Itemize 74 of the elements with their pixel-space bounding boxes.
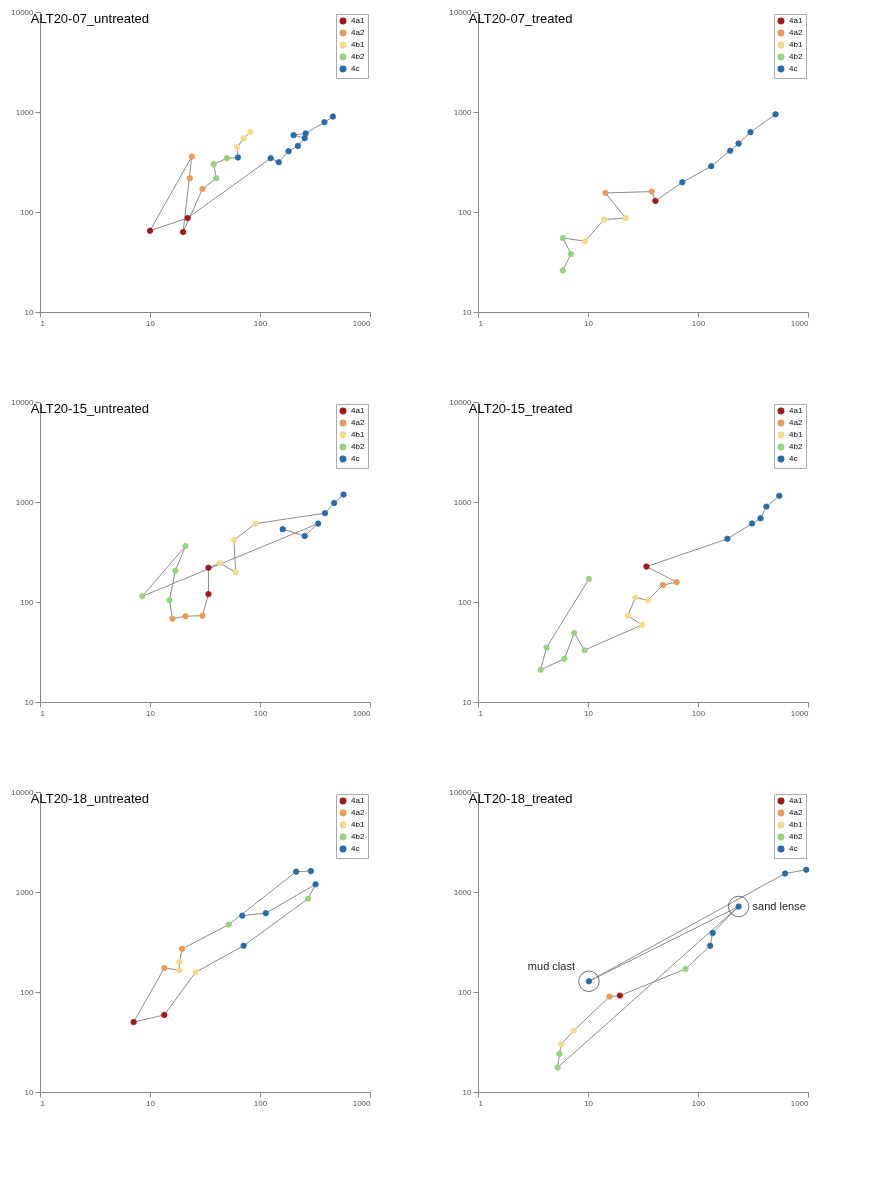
x-tick-label: 1 [478, 1098, 484, 1108]
x-tick-label: 1 [40, 1098, 46, 1108]
legend-label: 4b1 [789, 820, 803, 829]
legend-label: 4b1 [351, 820, 365, 829]
y-tick-label: 1000 [453, 107, 473, 117]
y-tick-label: 100 [458, 987, 473, 997]
x-tick-label: 10 [584, 318, 594, 328]
y-tick-label: 1000 [15, 107, 35, 117]
legend-label: 4b1 [351, 40, 365, 49]
x-tick-label: 10 [146, 1098, 156, 1108]
annotation: sand lense [752, 899, 806, 912]
y-tick-label: 10 [462, 697, 473, 707]
x-tick-label: 10 [146, 708, 156, 718]
legend-label: 4a2 [789, 418, 803, 427]
legend-label: 4b1 [789, 430, 803, 439]
y-tick-label: 10 [24, 307, 35, 317]
legend-label: 4a1 [351, 406, 365, 415]
legend-label: 4a1 [789, 16, 803, 25]
legend-label: 4b1 [789, 40, 803, 49]
x-tick-label: 100 [691, 708, 706, 718]
y-tick-label: 10 [462, 1087, 473, 1097]
x-tick-label: 1 [40, 318, 46, 328]
x-tick-label: 100 [691, 1098, 706, 1108]
y-tick-label: 10 [24, 697, 35, 707]
x-tick-label: 1000 [790, 318, 810, 328]
legend-label: 4a1 [789, 406, 803, 415]
legend-label: 4a2 [789, 808, 803, 817]
x-tick-label: 1 [478, 318, 484, 328]
legend-label: 4b2 [351, 52, 365, 61]
legend-label: 4a1 [351, 796, 365, 805]
legend-label: 4c [351, 64, 360, 73]
x-tick-label: 1 [40, 708, 46, 718]
y-tick-label: 10 [462, 307, 473, 317]
y-tick-label: 1000 [453, 497, 473, 507]
legend-label: 4a1 [789, 796, 803, 805]
y-tick-label: 1000 [15, 887, 35, 897]
x-tick-label: 1 [478, 708, 484, 718]
x-tick-label: 100 [253, 1098, 268, 1108]
legend-label: 4a2 [789, 28, 803, 37]
y-tick-label: 100 [20, 597, 35, 607]
x-tick-label: 1000 [790, 1098, 810, 1108]
legend-label: 4a2 [351, 808, 365, 817]
legend-label: 4c [789, 844, 798, 853]
legend-label: 4a2 [351, 418, 365, 427]
legend-label: 4b1 [351, 430, 365, 439]
y-tick-label: 10 [24, 1087, 35, 1097]
x-tick-label: 1000 [352, 1098, 372, 1108]
x-tick-label: 10 [584, 708, 594, 718]
x-tick-label: 10 [584, 1098, 594, 1108]
x-tick-label: 100 [253, 318, 268, 328]
x-tick-label: 1000 [352, 318, 372, 328]
y-tick-label: 100 [20, 987, 35, 997]
y-tick-label: 1000 [15, 497, 35, 507]
legend-label: 4c [789, 64, 798, 73]
legend-label: 4b2 [351, 442, 365, 451]
x-tick-label: 100 [253, 708, 268, 718]
y-tick-label: 100 [458, 597, 473, 607]
legend-label: 4a2 [351, 28, 365, 37]
legend-label: 4c [789, 454, 798, 463]
legend-label: 4b2 [351, 832, 365, 841]
x-tick-label: 10 [146, 318, 156, 328]
x-tick-label: 1000 [352, 708, 372, 718]
y-tick-label: 100 [458, 207, 473, 217]
legend-label: 4b2 [789, 832, 803, 841]
legend-label: 4a1 [351, 16, 365, 25]
y-tick-label: 100 [20, 207, 35, 217]
legend-label: 4c [351, 454, 360, 463]
y-tick-label: 1000 [453, 887, 473, 897]
legend-label: 4b2 [789, 52, 803, 61]
legend-label: 4c [351, 844, 360, 853]
x-tick-label: 1000 [790, 708, 810, 718]
x-tick-label: 100 [691, 318, 706, 328]
legend-label: 4b2 [789, 442, 803, 451]
annotation: mud clast [527, 960, 575, 973]
